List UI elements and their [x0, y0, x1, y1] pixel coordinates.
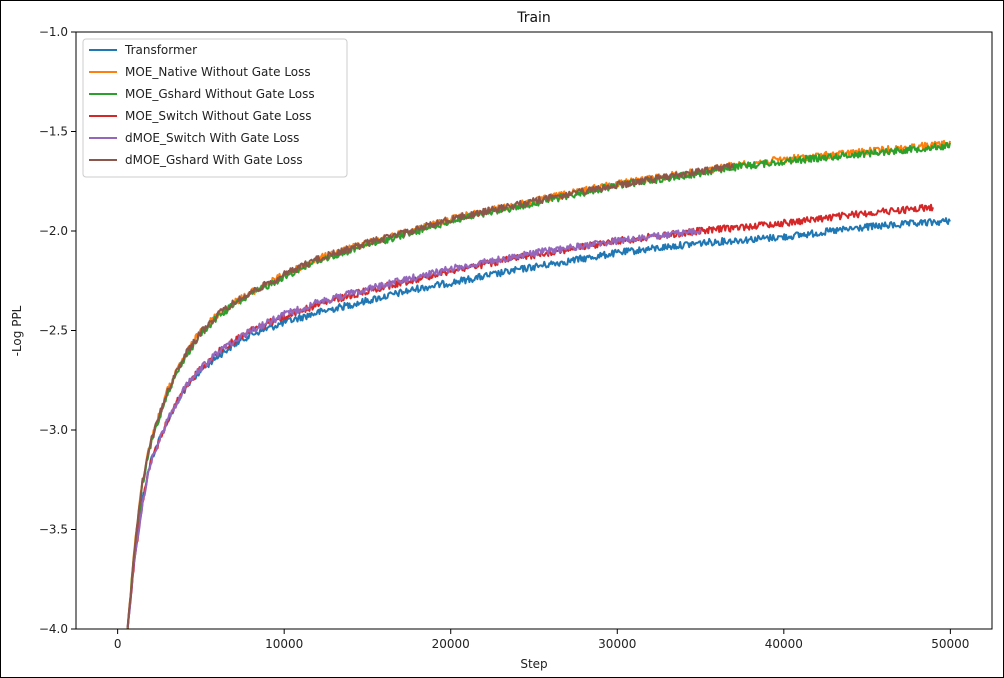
y-axis: −4.0 −3.5 −3.0 −2.5 −2.0 −1.5 −1.0: [39, 25, 76, 636]
x-tick-label: 50000: [931, 637, 969, 651]
x-axis-label: Step: [520, 657, 547, 671]
legend-box: [82, 38, 348, 178]
legend-label: dMOE_Switch With Gate Loss: [125, 131, 299, 145]
series-line: [126, 228, 702, 628]
x-axis: 0 10000 20000 30000 40000 50000: [114, 629, 969, 651]
y-axis-label: -Log PPL: [10, 305, 24, 356]
x-tick-label: 40000: [765, 637, 803, 651]
y-tick-label: −2.5: [39, 324, 68, 338]
y-tick-label: −3.0: [39, 423, 68, 437]
series-line: [126, 162, 735, 628]
x-tick-label: 30000: [598, 637, 636, 651]
chart-title: Train: [516, 10, 551, 26]
y-tick-label: −3.5: [39, 523, 68, 537]
legend-label: MOE_Gshard Without Gate Loss: [125, 87, 315, 101]
legend-label: MOE_Switch Without Gate Loss: [125, 109, 311, 123]
x-tick-label: 20000: [432, 637, 470, 651]
legend-label: Transformer: [124, 43, 197, 57]
legend-label: dMOE_Gshard With Gate Loss: [125, 153, 303, 167]
x-tick-label: 10000: [265, 637, 303, 651]
series-line: [126, 139, 951, 629]
y-tick-label: −1.0: [39, 25, 68, 39]
y-tick-label: −2.0: [39, 224, 68, 238]
series-line: [126, 217, 951, 629]
legend-label: MOE_Native Without Gate Loss: [125, 65, 311, 79]
x-tick-label: 0: [114, 637, 122, 651]
legend: Transformer MOE_Native Without Gate Loss M…: [82, 38, 348, 178]
y-tick-label: −1.5: [39, 125, 68, 139]
y-tick-label: −4.0: [39, 622, 68, 636]
plot-area: [126, 139, 951, 629]
